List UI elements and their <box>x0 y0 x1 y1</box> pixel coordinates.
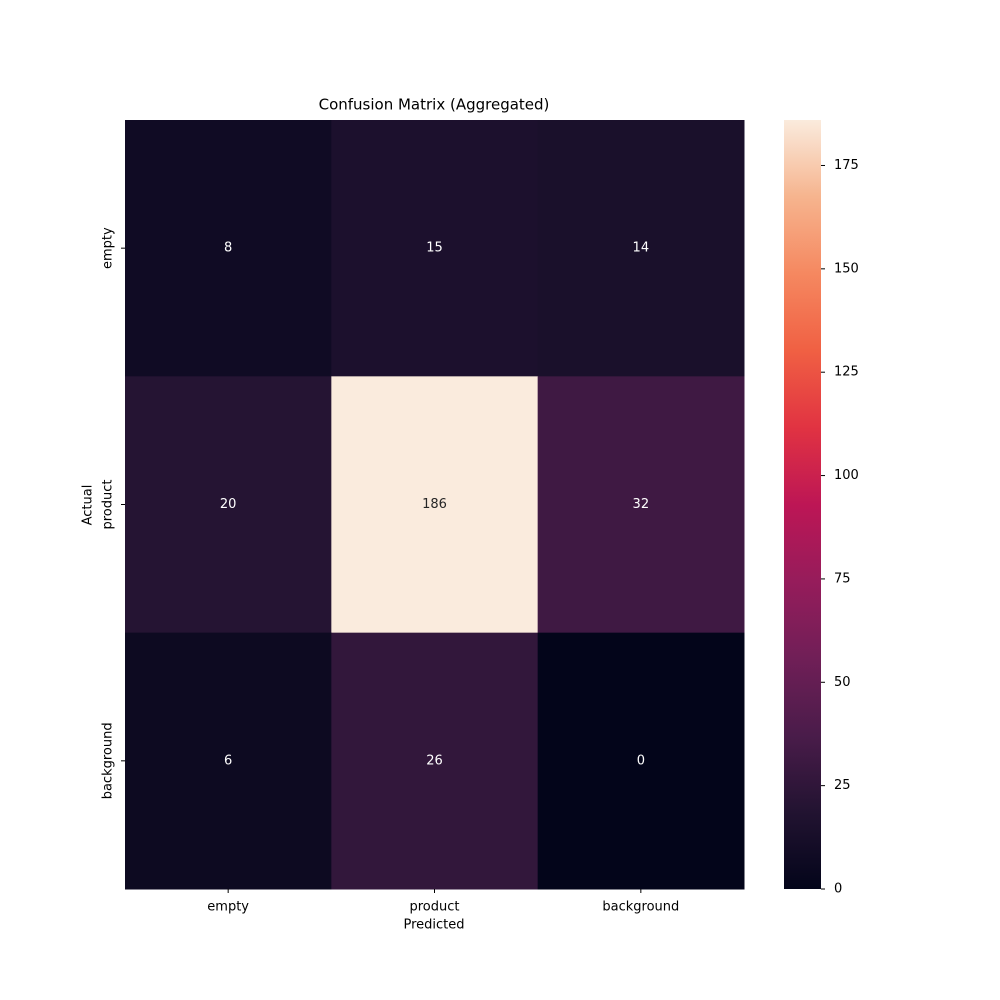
colorbar-tick-label: 0 <box>834 882 842 897</box>
heatmap-cell <box>537 376 745 634</box>
chart-title: Confusion Matrix (Aggregated) <box>319 96 550 114</box>
heatmap-cell <box>125 632 332 890</box>
colorbar-tick-label: 150 <box>834 261 859 276</box>
colorbar-tick-label: 175 <box>834 158 859 173</box>
cell-label: 0 <box>637 753 645 768</box>
y-axis-label: Actual <box>81 485 96 526</box>
colorbar-tick-label: 25 <box>834 778 851 793</box>
heatmap-cell <box>537 632 745 890</box>
x-tick-label: empty <box>207 900 249 915</box>
x-tick-label: product <box>409 900 459 915</box>
heatmap-cell <box>537 120 745 377</box>
colorbar-tick-label: 100 <box>834 468 859 483</box>
y-tick-label: background <box>101 722 116 799</box>
heatmap-cell <box>125 120 332 377</box>
y-tick-label: product <box>101 479 116 529</box>
cell-label: 15 <box>426 241 443 256</box>
cell-label: 8 <box>224 241 232 256</box>
cell-label: 20 <box>220 497 237 512</box>
heatmap-cell <box>331 632 539 890</box>
heatmap-cell <box>125 376 332 634</box>
y-tick-label: empty <box>101 227 116 269</box>
colorbar-tick-label: 75 <box>834 571 851 586</box>
x-tick-label: background <box>602 900 679 915</box>
colorbar-tick-label: 125 <box>834 365 859 380</box>
cell-label: 32 <box>633 497 650 512</box>
cell-label: 14 <box>633 241 650 256</box>
colorbar <box>784 120 821 889</box>
heatmap-cell <box>331 120 539 377</box>
x-axis-label: Predicted <box>403 918 464 933</box>
cell-label: 186 <box>422 497 447 512</box>
heatmap-cell <box>331 376 539 634</box>
cell-label: 6 <box>224 753 232 768</box>
colorbar-tick-label: 50 <box>834 675 851 690</box>
cell-label: 26 <box>426 753 443 768</box>
